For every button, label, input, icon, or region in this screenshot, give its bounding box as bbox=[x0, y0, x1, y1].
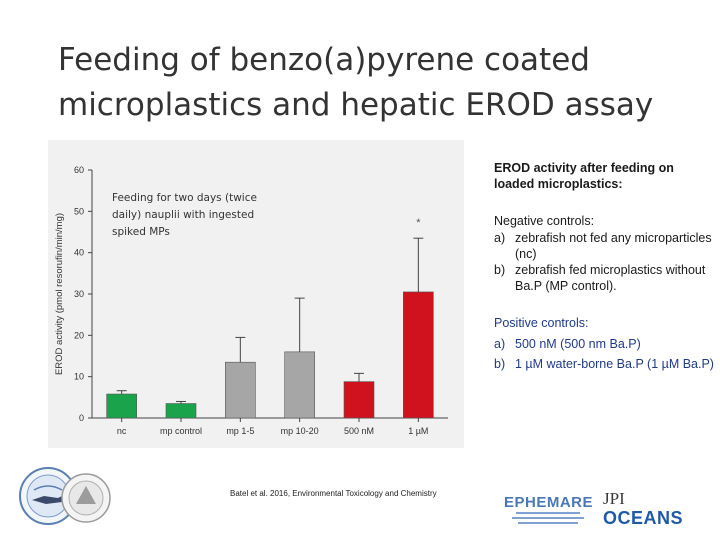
bar-500-nm bbox=[343, 381, 375, 419]
ephemare-tagline-lines bbox=[504, 511, 592, 526]
ephemare-wordmark: EPHEMARE bbox=[504, 494, 594, 511]
y-tick-label: 30 bbox=[74, 289, 84, 299]
y-tick-label: 20 bbox=[74, 330, 84, 340]
negative-control-text: zebrafish not fed any microparticles (nc… bbox=[515, 231, 712, 261]
bar-1-m bbox=[403, 291, 434, 419]
y-tick-label: 10 bbox=[74, 372, 84, 382]
bar-mp-control bbox=[165, 403, 197, 419]
oceans-wordmark: OCEANS bbox=[603, 508, 684, 528]
negative-controls: Negative controls: a) zebrafish not fed a… bbox=[494, 212, 716, 294]
negative-control-item: a) zebrafish not fed any microparticles (… bbox=[494, 230, 716, 262]
x-tick-label: 1 µM bbox=[408, 426, 428, 436]
y-tick-label: 40 bbox=[74, 248, 84, 258]
negative-control-item: b) zebrafish fed microplastics without Ba… bbox=[494, 262, 716, 294]
chart-annotation: Feeding for two days (twice daily) naupl… bbox=[112, 192, 257, 238]
significance-marker: * bbox=[416, 217, 421, 229]
y-tick-label: 0 bbox=[79, 413, 84, 423]
x-tick-label: mp control bbox=[160, 426, 202, 436]
x-tick-label: 500 nM bbox=[344, 426, 374, 436]
positive-control-item: a) 500 nM (500 nm Ba.P) bbox=[494, 336, 716, 352]
citation: Batel et al. 2016, Environmental Toxicol… bbox=[230, 489, 437, 498]
x-tick-label: mp 10-20 bbox=[281, 426, 319, 436]
bar-mp-10-20 bbox=[284, 351, 315, 419]
bar-nc bbox=[106, 393, 137, 419]
negative-controls-heading: Negative controls: bbox=[494, 214, 595, 228]
erod-chart-panel: 0 10 20 30 40 50 60 EROD activity (pmol resoruf… bbox=[48, 140, 464, 448]
jpi-oceans-logo: JPI OCEANS bbox=[603, 489, 715, 529]
list-marker: b) bbox=[494, 263, 506, 277]
list-marker: b) bbox=[494, 357, 506, 371]
list-marker: a) bbox=[494, 231, 506, 245]
jpi-wordmark: JPI bbox=[603, 489, 625, 508]
x-tick-label: nc bbox=[117, 426, 127, 436]
negative-control-text: zebrafish fed microplastics without Ba.P… bbox=[515, 263, 706, 293]
university-seal-logo bbox=[10, 460, 114, 541]
y-tick-label: 50 bbox=[74, 206, 84, 216]
slide-title: Feeding of benzo(a)pyrene coated micropl… bbox=[58, 42, 654, 123]
positive-control-item: b) 1 µM water-borne Ba.P (1 µM Ba.P) bbox=[494, 356, 716, 372]
erod-heading: EROD activity after feeding on loaded mi… bbox=[494, 161, 674, 191]
positive-controls-heading: Positive controls: bbox=[494, 316, 589, 330]
ephemare-logo: EPHEMARE bbox=[504, 494, 594, 526]
positive-control-text: 500 nM (500 nm Ba.P) bbox=[515, 337, 641, 351]
positive-controls: Positive controls: a) 500 nM (500 nm Ba.P… bbox=[494, 314, 716, 372]
positive-control-text: 1 µM water-borne Ba.P (1 µM Ba.P) bbox=[515, 357, 714, 371]
x-tick-label: mp 1-5 bbox=[226, 426, 254, 436]
erod-bar-chart: 0 10 20 30 40 50 60 EROD activity (pmol resoruf… bbox=[54, 165, 448, 436]
list-marker: a) bbox=[494, 337, 506, 351]
y-axis-label: EROD activity (pmol resorufin/min/mg) bbox=[54, 213, 65, 375]
bar-mp-1-5 bbox=[225, 361, 256, 419]
y-tick-label: 60 bbox=[74, 165, 84, 175]
explanation-panel: EROD activity after feeding on loaded mi… bbox=[494, 160, 716, 372]
